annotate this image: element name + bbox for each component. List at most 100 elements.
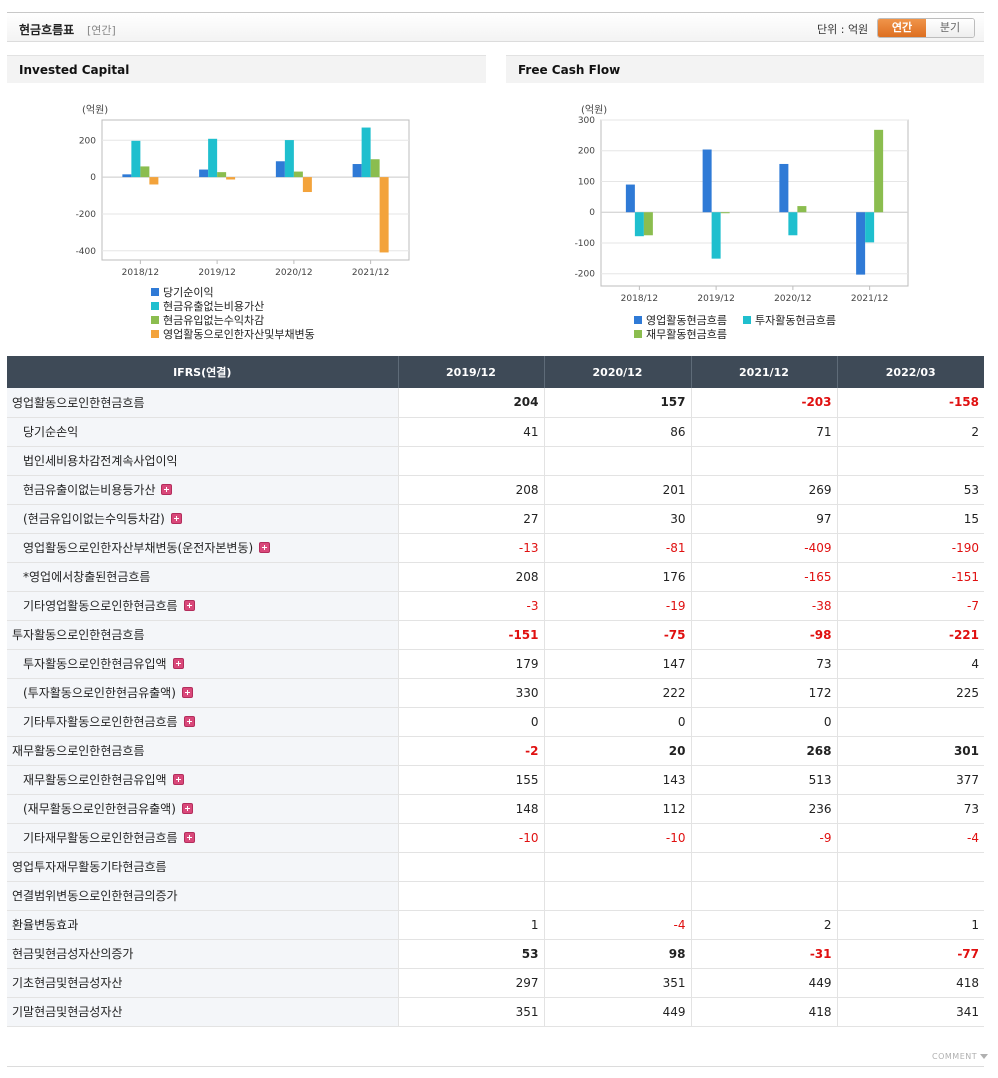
period-toggle: 연간 분기 bbox=[877, 18, 975, 38]
table-row: 현금및현금성자산의증가 53 98 -31 -77 bbox=[7, 939, 984, 969]
section-period-label: [연간] bbox=[87, 24, 116, 37]
bar bbox=[865, 212, 875, 243]
bar bbox=[208, 138, 218, 178]
bar bbox=[702, 149, 712, 213]
annual-button[interactable]: 연간 bbox=[878, 19, 926, 37]
expand-plus-icon[interactable] bbox=[183, 832, 195, 843]
value-cell: 27 bbox=[397, 504, 544, 534]
bar bbox=[788, 212, 798, 236]
value-cell bbox=[543, 881, 691, 911]
value-cell: -409 bbox=[690, 533, 837, 563]
value-cell: 147 bbox=[543, 649, 691, 679]
value-cell: 513 bbox=[690, 765, 837, 795]
value-cell: -75 bbox=[543, 620, 691, 650]
value-cell: 330 bbox=[397, 678, 544, 708]
value-cell bbox=[397, 852, 544, 882]
row-label-cell: 현금유출이없는비용등가산 bbox=[7, 475, 398, 505]
legend-swatch bbox=[151, 316, 159, 324]
value-cell: 86 bbox=[543, 417, 691, 447]
expand-plus-icon[interactable] bbox=[259, 542, 271, 553]
bar bbox=[302, 177, 312, 193]
comment-toggle[interactable]: COMMENT bbox=[932, 1052, 989, 1061]
table-row: (투자활동으로인한현금유출액) 330 222 172 225 bbox=[7, 678, 984, 708]
x-tick-label: 2021/12 bbox=[352, 268, 389, 278]
row-label-cell: 현금및현금성자산의증가 bbox=[7, 939, 398, 969]
invested-capital-chart: 200 0 -200 -400 (억원) 2018/12 2019/12 2020/12 202… bbox=[76, 104, 410, 341]
y-tick-label: -200 bbox=[76, 210, 97, 220]
row-label: *영업에서창출된현금흐름 bbox=[23, 570, 151, 584]
value-cell bbox=[836, 852, 984, 882]
value-cell: 418 bbox=[690, 997, 837, 1027]
row-label-cell: *영업에서창출된현금흐름 bbox=[7, 562, 398, 592]
legend-label: 현금유출없는비용가산 bbox=[163, 300, 264, 313]
y-tick-label: 200 bbox=[79, 136, 96, 146]
row-label: 투자활동으로인한현금흐름 bbox=[12, 628, 145, 642]
expand-plus-icon[interactable] bbox=[181, 803, 193, 814]
table-row: 재무활동으로인한현금유입액 155 143 513 377 bbox=[7, 765, 984, 795]
bar bbox=[370, 159, 380, 178]
value-cell: 2 bbox=[836, 417, 984, 447]
row-label-cell: 환율변동효과 bbox=[7, 910, 398, 940]
row-label: 법인세비용차감전계속사업이익 bbox=[23, 454, 178, 468]
bar bbox=[625, 184, 635, 213]
row-label-cell: (투자활동으로인한현금유출액) bbox=[7, 678, 398, 708]
row-label-cell: 연결범위변동으로인한현금의증가 bbox=[7, 881, 398, 911]
value-cell bbox=[690, 852, 837, 882]
y-tick-label: 0 bbox=[90, 173, 96, 183]
value-cell: 222 bbox=[543, 678, 691, 708]
row-label: 재무활동으로인한현금흐름 bbox=[12, 744, 145, 758]
expand-plus-icon[interactable] bbox=[161, 484, 173, 495]
value-cell: 0 bbox=[397, 707, 544, 737]
value-cell: 449 bbox=[690, 968, 837, 998]
quarterly-button[interactable]: 분기 bbox=[926, 19, 974, 37]
table-row: 현금유출이없는비용등가산 208 201 269 53 bbox=[7, 475, 984, 505]
value-cell: -13 bbox=[397, 533, 544, 563]
expand-plus-icon[interactable] bbox=[172, 658, 184, 669]
legend-label: 영업활동현금흐름 bbox=[646, 313, 727, 327]
cash-flow-table: IFRS(연결) 2019/12 2020/12 2021/12 2022/03… bbox=[7, 356, 984, 1027]
expand-plus-icon[interactable] bbox=[183, 716, 195, 727]
value-cell: 377 bbox=[836, 765, 984, 795]
expand-plus-icon[interactable] bbox=[181, 687, 193, 698]
value-cell: 41 bbox=[397, 417, 544, 447]
legend-swatch bbox=[743, 316, 751, 324]
table-row: 연결범위변동으로인한현금의증가 bbox=[7, 881, 984, 911]
row-label-cell: 기말현금및현금성자산 bbox=[7, 997, 398, 1027]
expand-plus-icon[interactable] bbox=[170, 513, 182, 524]
value-cell bbox=[397, 881, 544, 911]
value-cell: 225 bbox=[836, 678, 984, 708]
row-label-cell: 기타재무활동으로인한현금흐름 bbox=[7, 823, 398, 853]
legend-label: 투자활동현금흐름 bbox=[755, 313, 836, 327]
value-cell: 208 bbox=[397, 562, 544, 592]
expand-plus-icon[interactable] bbox=[183, 600, 195, 611]
value-cell: -158 bbox=[836, 388, 984, 418]
value-cell: -151 bbox=[836, 562, 984, 592]
value-cell: 351 bbox=[543, 968, 691, 998]
expand-plus-icon[interactable] bbox=[172, 774, 184, 785]
value-cell: -151 bbox=[397, 620, 544, 650]
value-cell: -81 bbox=[543, 533, 691, 563]
section-header: 현금흐름표 [연간] 단위 : 억원 연간 분기 bbox=[7, 12, 984, 42]
value-cell: -10 bbox=[397, 823, 544, 853]
value-cell: 172 bbox=[690, 678, 837, 708]
bar bbox=[293, 171, 303, 178]
row-label-cell: (현금유입이없는수익등차감) bbox=[7, 504, 398, 534]
value-cell: -7 bbox=[836, 591, 984, 621]
value-cell: 269 bbox=[690, 475, 837, 505]
value-cell: 53 bbox=[836, 475, 984, 505]
legend-swatch bbox=[634, 316, 642, 324]
row-label-cell: 영업활동으로인한자산부채변동(운전자본변동) bbox=[7, 533, 398, 563]
value-cell bbox=[397, 446, 544, 476]
legend-swatch bbox=[151, 302, 159, 310]
bar bbox=[217, 172, 227, 178]
bar bbox=[711, 212, 721, 259]
value-cell: -19 bbox=[543, 591, 691, 621]
bar bbox=[122, 174, 132, 178]
value-cell: -31 bbox=[690, 939, 837, 969]
value-cell: 2 bbox=[690, 910, 837, 940]
table-row: 기타투자활동으로인한현금흐름 0 0 0 bbox=[7, 707, 984, 737]
value-cell: -4 bbox=[836, 823, 984, 853]
row-label: (현금유입이없는수익등차감) bbox=[23, 512, 165, 526]
table-row: 당기순손익 41 86 71 2 bbox=[7, 417, 984, 447]
